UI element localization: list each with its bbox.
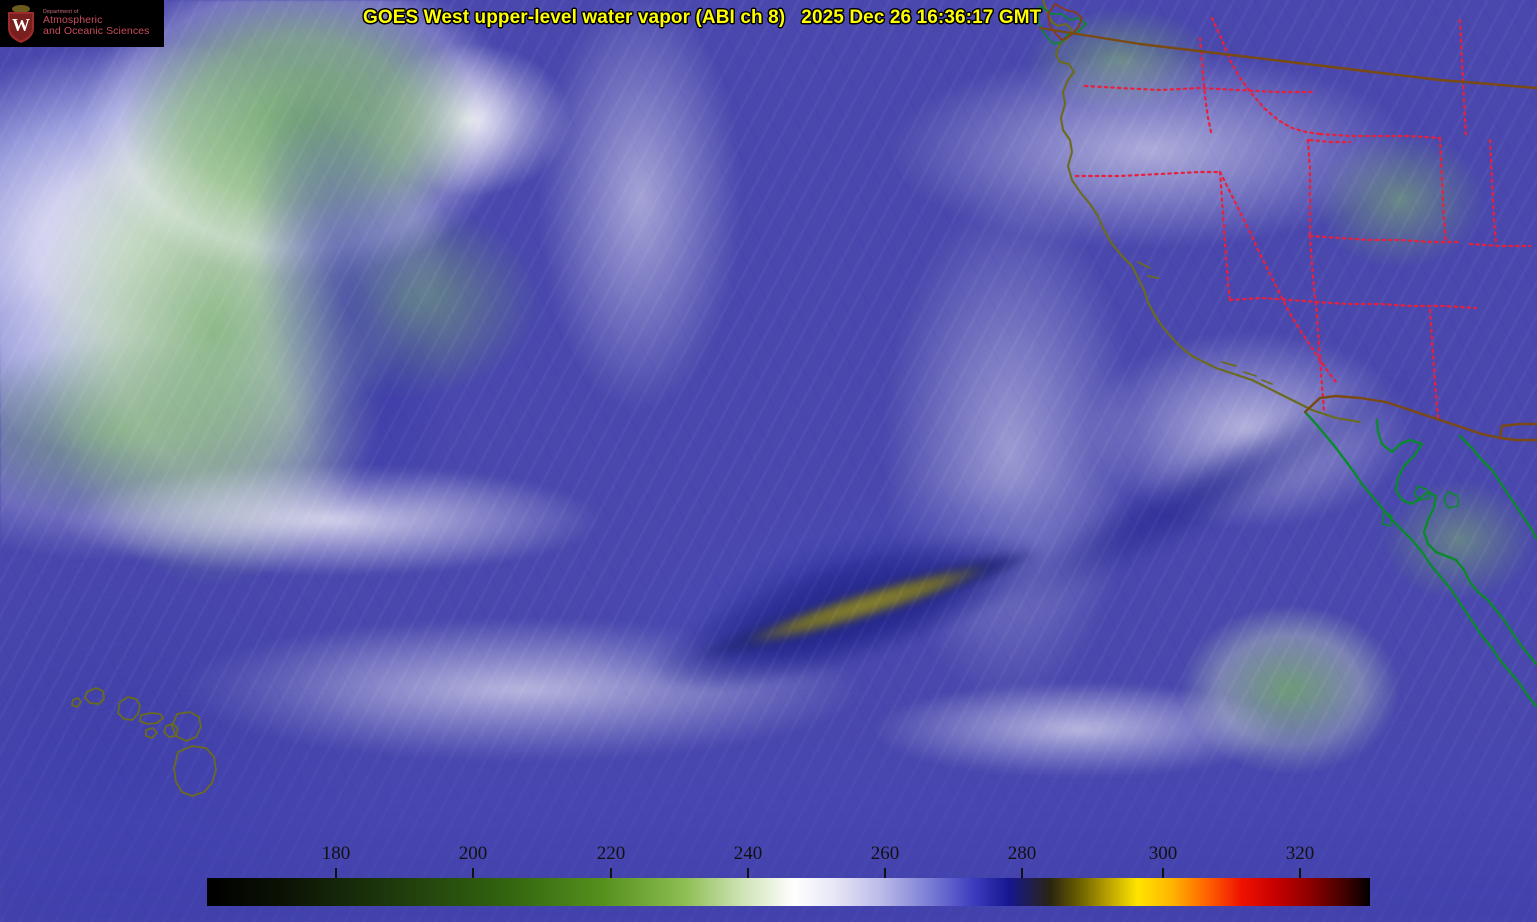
coastline-baja-west xyxy=(1303,410,1537,708)
state-border-or-ca xyxy=(1074,170,1222,178)
border-us-canada xyxy=(1038,26,1537,90)
state-border-co-nm xyxy=(1314,300,1478,310)
gulf-of-california-islands xyxy=(1381,485,1459,527)
state-border-nv-ut xyxy=(1218,170,1232,302)
state-border-id-mt xyxy=(1210,16,1322,136)
state-border-wy-sd xyxy=(1438,136,1448,244)
uw-madison-aos-logo: W Department of Atmospheric and Oceanic … xyxy=(0,0,164,47)
state-border-mt-wy xyxy=(1318,132,1442,140)
coastline-mainland-mexico xyxy=(1458,434,1537,540)
state-border-co-ks xyxy=(1468,242,1532,248)
state-border-mt-nd xyxy=(1458,18,1468,138)
state-border-ut-wy xyxy=(1306,138,1312,238)
state-border-ca-nv xyxy=(1218,170,1338,384)
logo-department-line: Department of xyxy=(43,9,79,16)
hawaiian-islands xyxy=(71,687,217,797)
state-border-or-id xyxy=(1198,36,1214,138)
border-us-mexico-step xyxy=(1498,422,1537,440)
coastline-vancouver-island xyxy=(1047,3,1083,41)
state-border-nv-az xyxy=(1228,296,1320,304)
border-us-mexico xyxy=(1303,394,1537,442)
state-border-nm-tx xyxy=(1428,308,1440,420)
state-border-ut-co xyxy=(1308,234,1318,304)
logo-line-1: Atmospheric xyxy=(43,14,103,27)
state-border-wy-co xyxy=(1308,234,1462,244)
state-border-id-wy xyxy=(1308,138,1352,144)
state-border-misc-east xyxy=(1488,138,1498,246)
channel-islands xyxy=(1137,261,1273,385)
coastline-west-us xyxy=(1041,0,1362,424)
state-border-az-nm xyxy=(1314,300,1326,412)
uw-crest-icon: W xyxy=(8,4,34,43)
logo-line-2: and Oceanic Sciences xyxy=(43,25,150,38)
image-title: GOES West upper-level water vapor (ABI c… xyxy=(363,7,1042,28)
svg-text:W: W xyxy=(12,15,30,35)
state-border-wa-or xyxy=(1083,84,1314,94)
coastline-baja-gulf xyxy=(1375,418,1537,666)
